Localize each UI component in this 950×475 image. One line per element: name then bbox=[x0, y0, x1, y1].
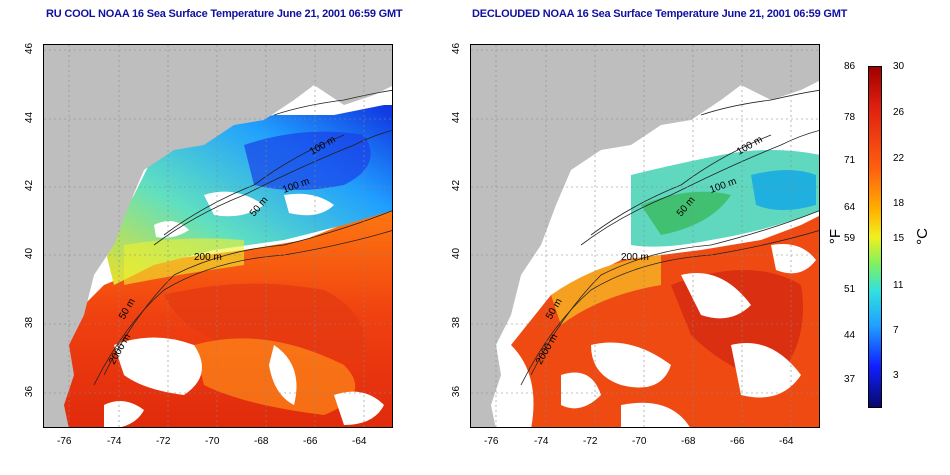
lat-tick: 44 bbox=[24, 111, 36, 124]
c-tick: 3 bbox=[893, 370, 899, 381]
lon-tick: -74 bbox=[534, 436, 549, 447]
f-tick: 64 bbox=[844, 202, 856, 213]
c-tick: 7 bbox=[893, 325, 899, 336]
lon-tick: -74 bbox=[107, 436, 122, 447]
c-tick: 30 bbox=[893, 61, 905, 72]
f-tick: 86 bbox=[844, 61, 856, 72]
lon-tick: -70 bbox=[632, 436, 647, 447]
lon-tick: -70 bbox=[205, 436, 220, 447]
contour-label: 200 m bbox=[621, 252, 649, 263]
c-tick: 22 bbox=[893, 153, 905, 164]
lat-tick: 36 bbox=[451, 385, 463, 398]
fahrenheit-axis-title: °F bbox=[827, 228, 845, 245]
f-tick: 51 bbox=[844, 284, 856, 295]
lat-tick: 40 bbox=[24, 247, 36, 260]
bathymetry-contours bbox=[93, 89, 392, 386]
lat-tick: 44 bbox=[451, 111, 463, 124]
graticule bbox=[471, 45, 819, 427]
lat-tick: 42 bbox=[451, 179, 463, 192]
f-tick: 59 bbox=[844, 233, 856, 244]
left-map-title: RU COOL NOAA 16 Sea Surface Temperature … bbox=[46, 8, 403, 20]
lat-tick: 38 bbox=[24, 316, 36, 329]
lat-tick: 42 bbox=[24, 179, 36, 192]
f-tick: 37 bbox=[844, 374, 856, 385]
lat-tick: 46 bbox=[451, 42, 463, 55]
lon-tick: -64 bbox=[779, 436, 794, 447]
lon-tick: -72 bbox=[156, 436, 171, 447]
right-map-title: DECLOUDED NOAA 16 Sea Surface Temperatur… bbox=[472, 8, 848, 20]
lat-tick: 40 bbox=[451, 247, 463, 260]
lon-tick: -68 bbox=[254, 436, 269, 447]
contour-label: 200 m bbox=[194, 252, 222, 263]
c-tick: 11 bbox=[893, 280, 904, 291]
c-tick: 26 bbox=[893, 107, 905, 118]
lon-tick: -76 bbox=[484, 436, 499, 447]
cloud-patches bbox=[104, 191, 384, 427]
celsius-axis-title: °C bbox=[913, 228, 931, 245]
lon-tick: -66 bbox=[730, 436, 745, 447]
lat-tick: 46 bbox=[24, 42, 36, 55]
lon-tick: -64 bbox=[352, 436, 367, 447]
lat-tick: 36 bbox=[24, 385, 36, 398]
f-tick: 78 bbox=[844, 112, 856, 123]
lat-tick: 38 bbox=[451, 316, 463, 329]
lon-tick: -72 bbox=[583, 436, 598, 447]
bathymetry-contours bbox=[520, 89, 819, 386]
c-tick: 15 bbox=[893, 233, 905, 244]
f-tick: 71 bbox=[844, 155, 856, 166]
land-mass bbox=[44, 45, 392, 345]
left-sst-map: 100 m 100 m 50 m 200 m 50 m 2000 m bbox=[43, 44, 393, 428]
temperature-colorbar bbox=[868, 66, 882, 408]
f-tick: 44 bbox=[844, 330, 856, 341]
c-tick: 18 bbox=[893, 198, 905, 209]
right-sst-map: 100 m 100 m 50 m 200 m 50 m 2000 m bbox=[470, 44, 820, 428]
lon-tick: -76 bbox=[57, 436, 72, 447]
land-mass bbox=[471, 45, 819, 345]
graticule bbox=[44, 45, 392, 427]
lon-tick: -68 bbox=[681, 436, 696, 447]
lon-tick: -66 bbox=[303, 436, 318, 447]
